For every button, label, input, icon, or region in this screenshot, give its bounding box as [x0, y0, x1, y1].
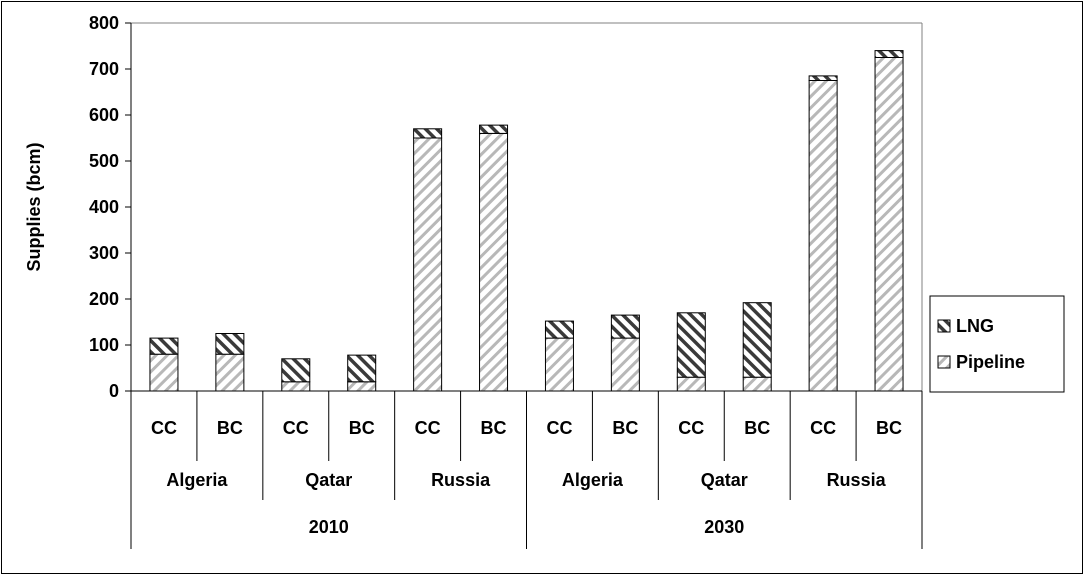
axes: 0 100 200 300 400 500 600 700 800: [89, 13, 923, 401]
bar-lng: [544, 320, 574, 339]
bar-pipeline: [676, 376, 706, 392]
y-tick-label: 100: [89, 335, 119, 355]
bar-lng: [215, 333, 245, 355]
x-tick-label-scenario: BC: [349, 418, 375, 438]
category-axis: CC BC CC BC CC BC CC BC CC BC CC BC Algeria Qatar Russ…: [130, 391, 923, 549]
x-tick-label-scenario: BC: [744, 418, 770, 438]
x-tick-label-scenario: CC: [546, 418, 572, 438]
bar-pipeline: [215, 353, 245, 392]
bar-lng: [479, 124, 509, 134]
bar-lng: [610, 314, 640, 339]
x-tick-label-country: Qatar: [305, 470, 352, 490]
bar-pipeline: [281, 381, 311, 392]
bar-lng: [874, 50, 904, 58]
bars: [149, 50, 904, 392]
bar-pipeline: [544, 337, 574, 392]
y-tick-label: 500: [89, 151, 119, 171]
x-tick-label-scenario: CC: [283, 418, 309, 438]
bar-pipeline: [149, 353, 179, 392]
x-tick-label-year: 2010: [309, 517, 349, 537]
bar-lng: [149, 337, 179, 355]
y-tick-label: 800: [89, 13, 119, 33]
y-tick-label: 600: [89, 105, 119, 125]
bar-lng: [413, 128, 443, 139]
x-tick-label-country: Russia: [431, 470, 491, 490]
legend: LNG Pipeline: [929, 295, 1065, 393]
x-tick-label-country: Russia: [827, 470, 887, 490]
bar-pipeline: [347, 381, 377, 392]
bar-pipeline: [479, 132, 509, 392]
bar-lng: [808, 75, 838, 82]
y-tick-label: 700: [89, 59, 119, 79]
legend-swatch-pipeline: [937, 355, 951, 369]
bar-pipeline: [610, 337, 640, 392]
bar-lng: [347, 354, 377, 383]
y-axis-title: Supplies (bcm): [24, 142, 44, 271]
bar-pipeline: [742, 376, 772, 392]
legend-swatch-lng: [937, 319, 951, 333]
x-tick-label-scenario: CC: [810, 418, 836, 438]
y-tick-label: 0: [109, 381, 119, 401]
x-tick-label-country: Algeria: [166, 470, 228, 490]
y-tick-label: 300: [89, 243, 119, 263]
bar-lng: [676, 312, 706, 378]
y-tick-label: 400: [89, 197, 119, 217]
legend-box: [929, 295, 1065, 393]
legend-label-lng: LNG: [956, 316, 994, 336]
y-tick-label: 200: [89, 289, 119, 309]
x-tick-label-country: Qatar: [701, 470, 748, 490]
bar-pipeline: [874, 57, 904, 392]
x-tick-label-year: 2030: [704, 517, 744, 537]
bar-lng: [281, 358, 311, 383]
x-tick-label-scenario: CC: [678, 418, 704, 438]
x-tick-label-country: Algeria: [562, 470, 624, 490]
legend-label-pipeline: Pipeline: [956, 352, 1025, 372]
x-tick-label-scenario: CC: [151, 418, 177, 438]
x-tick-label-scenario: BC: [481, 418, 507, 438]
x-tick-label-scenario: BC: [876, 418, 902, 438]
bar-pipeline: [808, 80, 838, 392]
x-tick-label-scenario: CC: [415, 418, 441, 438]
bar-lng: [742, 302, 772, 378]
x-tick-label-scenario: BC: [612, 418, 638, 438]
x-tick-label-scenario: BC: [217, 418, 243, 438]
bar-pipeline: [413, 137, 443, 392]
